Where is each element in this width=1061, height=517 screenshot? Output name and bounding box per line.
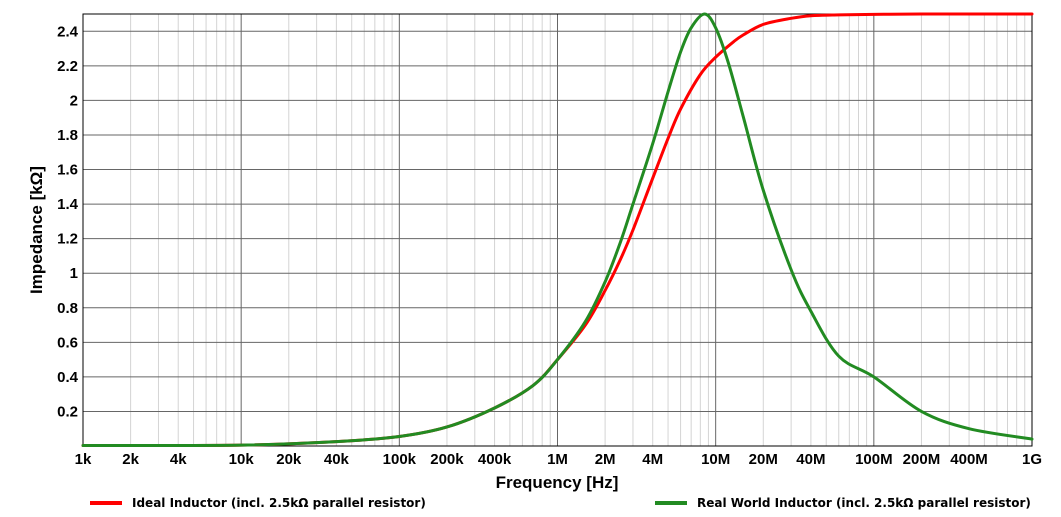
x-tick-label: 4M bbox=[642, 451, 663, 468]
minor-grid bbox=[130, 14, 1026, 446]
series-layer bbox=[81, 12, 1034, 448]
x-tick-label: 2M bbox=[595, 451, 616, 468]
legend-item-real-world-inductor: Real World Inductor (incl. 2.5kΩ paralle… bbox=[655, 496, 1031, 510]
y-tick-label: 0.4 bbox=[57, 369, 79, 386]
legend-item-ideal-inductor: Ideal Inductor (incl. 2.5kΩ parallel res… bbox=[90, 496, 426, 510]
legend-label: Real World Inductor (incl. 2.5kΩ paralle… bbox=[697, 496, 1031, 510]
real-world-inductor-line bbox=[81, 12, 1034, 448]
x-tick-label: 200M bbox=[903, 451, 941, 468]
y-tick-label: 0.6 bbox=[57, 334, 78, 351]
y-tick-label: 2.2 bbox=[57, 58, 78, 75]
major-grid bbox=[82, 14, 1033, 446]
y-tick-label: 1 bbox=[70, 265, 78, 282]
y-tick-label: 1.4 bbox=[57, 196, 79, 213]
x-tick-label: 1k bbox=[75, 451, 92, 468]
plot-frame bbox=[82, 13, 1033, 447]
x-tick-label: 2k bbox=[122, 451, 139, 468]
y-tick-labels: 0.2 0.4 0.6 0.8 1 1.2 1.4 1.6 1.8 2 2.2 2.4 bbox=[57, 23, 79, 420]
y-tick-label: 2 bbox=[70, 92, 78, 109]
x-tick-label: 40k bbox=[324, 451, 350, 468]
y-tick-label: 2.4 bbox=[57, 23, 79, 40]
x-tick-label: 100k bbox=[383, 451, 417, 468]
x-tick-label: 1G bbox=[1022, 451, 1042, 468]
legend-label: Ideal Inductor (incl. 2.5kΩ parallel res… bbox=[132, 496, 426, 510]
x-tick-labels: 1k 2k 4k 10k 20k 40k 100k 200k 400k 1M 2M 4M 10M 20M 4… bbox=[75, 451, 1042, 468]
y-tick-label: 0.8 bbox=[57, 300, 78, 317]
x-tick-label: 4k bbox=[170, 451, 187, 468]
x-tick-label: 400k bbox=[478, 451, 512, 468]
y-axis-title: Impedance [kΩ] bbox=[27, 166, 46, 294]
y-tick-label: 1.8 bbox=[57, 127, 78, 144]
x-tick-label: 40M bbox=[796, 451, 825, 468]
y-tick-label: 0.2 bbox=[57, 403, 78, 420]
x-tick-label: 400M bbox=[950, 451, 988, 468]
y-tick-label: 1.6 bbox=[57, 162, 78, 179]
x-tick-label: 1M bbox=[547, 451, 568, 468]
legend: Ideal Inductor (incl. 2.5kΩ parallel res… bbox=[90, 496, 1031, 510]
x-tick-label: 100M bbox=[855, 451, 893, 468]
x-tick-label: 10M bbox=[701, 451, 730, 468]
x-tick-label: 20M bbox=[749, 451, 778, 468]
x-tick-label: 200k bbox=[430, 451, 464, 468]
x-axis-title: Frequency [Hz] bbox=[496, 473, 619, 492]
y-tick-label: 1.2 bbox=[57, 231, 78, 248]
x-tick-label: 10k bbox=[229, 451, 255, 468]
x-tick-label: 20k bbox=[276, 451, 302, 468]
